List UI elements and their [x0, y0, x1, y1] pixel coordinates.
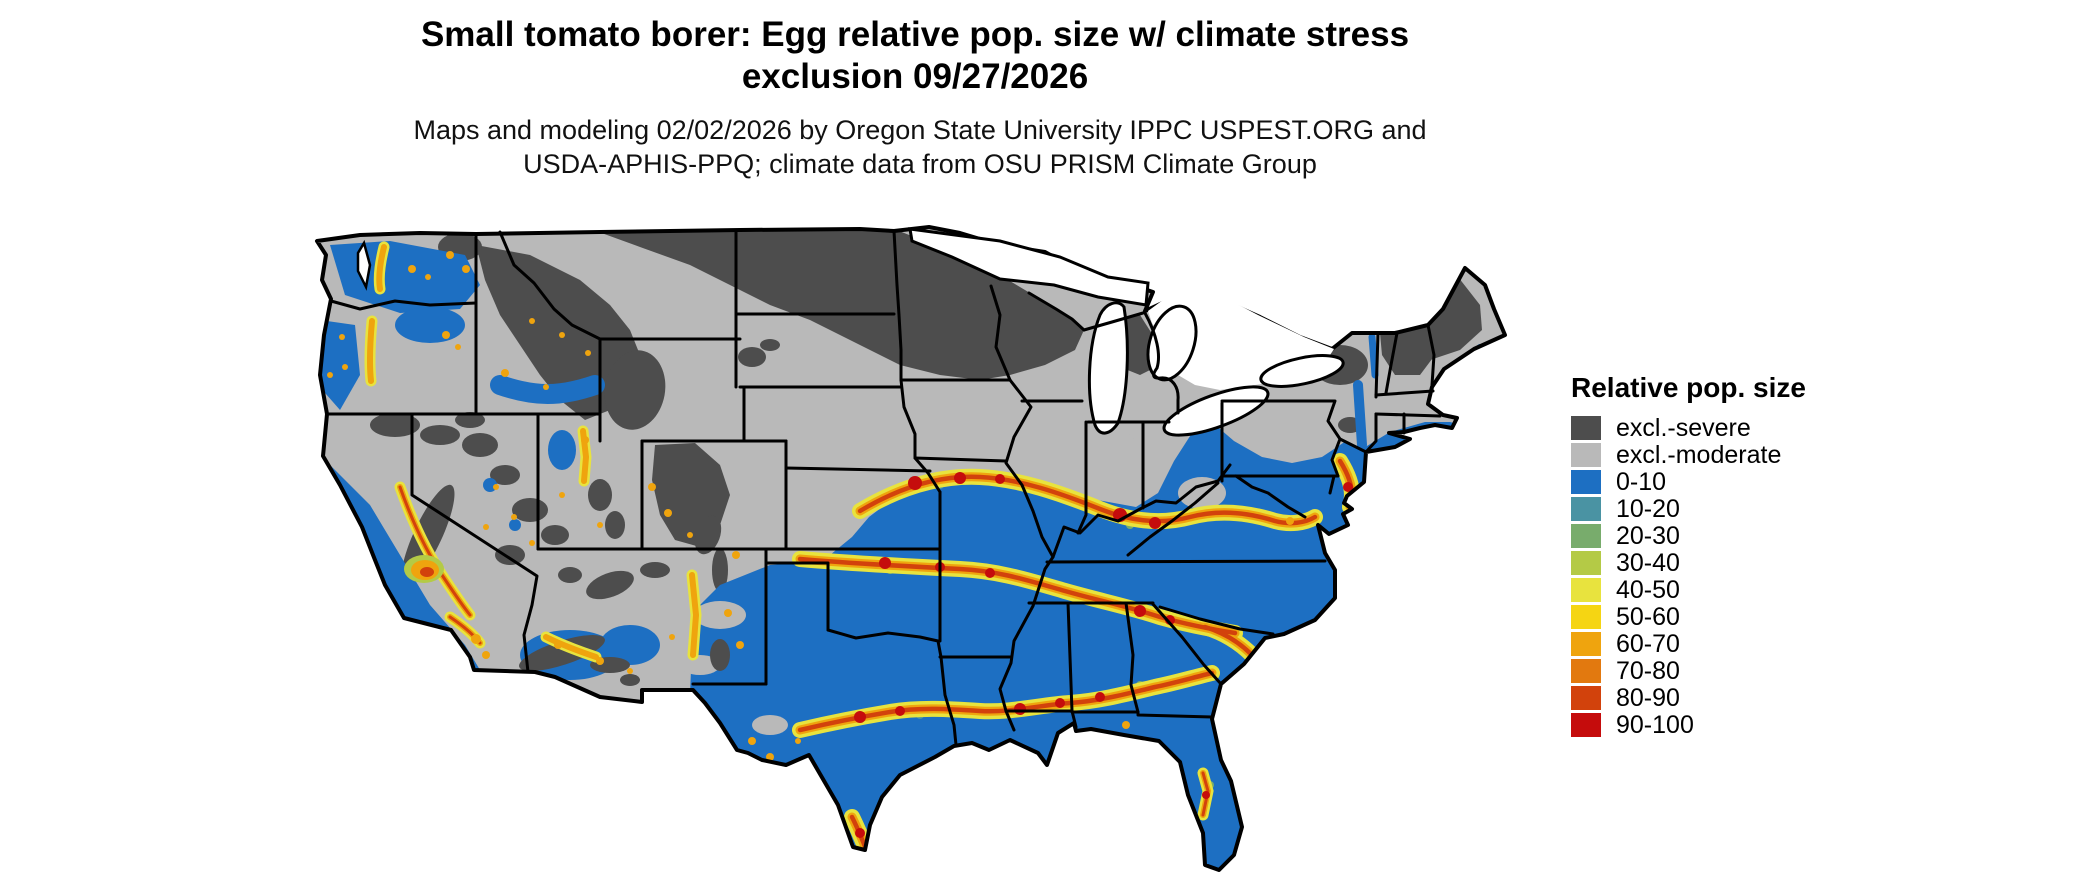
great-lakes — [356, 227, 1345, 437]
legend-swatch — [1571, 551, 1601, 575]
legend-item: 40-50 — [1571, 575, 1901, 604]
legend-swatch — [1571, 524, 1601, 548]
legend-label: 30-40 — [1616, 548, 1680, 577]
map-container — [300, 225, 1510, 885]
legend-item: 60-70 — [1571, 629, 1901, 658]
legend-label: 20-30 — [1616, 521, 1680, 550]
legend-item: 90-100 — [1571, 710, 1901, 739]
legend-swatch — [1571, 605, 1601, 629]
legend-title: Relative pop. size — [1571, 372, 1806, 403]
lake-ontario — [1259, 354, 1345, 388]
conus-map — [315, 225, 1507, 872]
legend-item: 30-40 — [1571, 548, 1901, 577]
legend-item: excl.-moderate — [1571, 440, 1901, 469]
hotspot-dots — [327, 251, 1353, 838]
legend-item: 0-10 — [1571, 467, 1901, 496]
legend-item: 20-30 — [1571, 521, 1901, 550]
legend-label: 70-80 — [1616, 656, 1680, 685]
legend-item: 70-80 — [1571, 656, 1901, 685]
legend-swatch — [1571, 578, 1601, 602]
legend-label: excl.-moderate — [1616, 440, 1782, 469]
legend-label: 50-60 — [1616, 602, 1680, 631]
page-subtitle: Maps and modeling 02/02/2026 by Oregon S… — [300, 114, 1540, 182]
legend-label: 60-70 — [1616, 629, 1680, 658]
legend-item: 10-20 — [1571, 494, 1901, 523]
page-title: Small tomato borer: Egg relative pop. si… — [300, 14, 1530, 98]
legend-swatch — [1571, 497, 1601, 521]
excl-severe-overlays — [519, 635, 730, 686]
legend-swatch — [1571, 470, 1601, 494]
legend: Relative pop. size excl.-severe excl.-mo… — [1571, 372, 1901, 739]
lake-superior — [908, 227, 1150, 307]
legend-swatch — [1571, 713, 1601, 737]
state-borders — [325, 228, 1442, 747]
legend-item: excl.-severe — [1571, 413, 1901, 442]
legend-list: excl.-severe excl.-moderate 0-10 10-20 2… — [1571, 413, 1901, 739]
legend-swatch — [1571, 659, 1601, 683]
legend-swatch — [1571, 632, 1601, 656]
legend-label: 80-90 — [1616, 683, 1680, 712]
legend-swatch — [1571, 686, 1601, 710]
subtitle-line-2: USDA-APHIS-PPQ; climate data from OSU PR… — [523, 148, 1317, 179]
legend-label: 0-10 — [1616, 467, 1667, 496]
puget-sound — [356, 239, 372, 291]
title-line-2: exclusion 09/27/2026 — [741, 57, 1089, 96]
title-line-1: Small tomato borer: Egg relative pop. si… — [420, 15, 1410, 54]
legend-label: 40-50 — [1616, 575, 1680, 604]
legend-label: excl.-severe — [1616, 413, 1751, 442]
legend-label: 90-100 — [1616, 710, 1694, 739]
legend-item: 50-60 — [1571, 602, 1901, 631]
legend-swatch — [1571, 443, 1601, 467]
subtitle-line-1: Maps and modeling 02/02/2026 by Oregon S… — [413, 115, 1427, 145]
legend-item: 80-90 — [1571, 683, 1901, 712]
legend-label: 10-20 — [1616, 494, 1680, 523]
lake-michigan — [1087, 301, 1129, 435]
legend-swatch — [1571, 416, 1601, 440]
